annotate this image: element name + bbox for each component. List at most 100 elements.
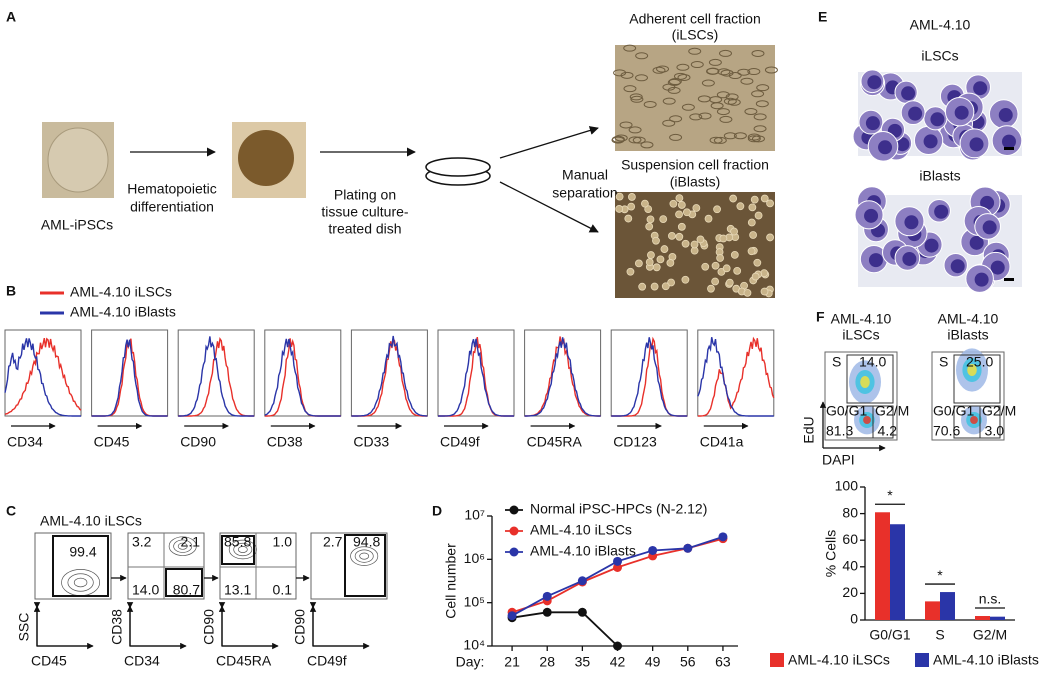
cell — [688, 47, 702, 55]
y-tick-label: 10⁶ — [464, 550, 485, 566]
y-axis-label: CD90 — [201, 609, 217, 645]
data-point — [577, 576, 587, 586]
plot-title: AML-4.10 — [938, 311, 999, 327]
cell — [753, 125, 767, 133]
cell — [641, 199, 649, 208]
dish — [425, 157, 491, 177]
cell — [711, 277, 720, 286]
x-tick-label: 21 — [504, 654, 520, 670]
gate — [846, 354, 894, 404]
cell — [716, 108, 730, 116]
cell — [733, 132, 747, 140]
label: Hematopoietic — [127, 181, 217, 197]
cell — [682, 208, 691, 217]
data-point — [577, 607, 587, 617]
label: Suspension cell fraction — [621, 157, 769, 173]
bar — [990, 616, 1005, 620]
nucleus — [934, 204, 949, 219]
cell — [630, 95, 644, 103]
gate-label: G0/G1 — [826, 403, 867, 419]
cell — [662, 97, 676, 105]
nucleus — [930, 112, 945, 127]
cell — [623, 44, 637, 52]
histogram-curve — [178, 337, 255, 417]
cell — [751, 90, 765, 98]
y-tick-label: 20 — [842, 584, 858, 600]
cell — [737, 68, 751, 76]
cell — [662, 119, 676, 127]
histogram-curve — [264, 338, 341, 417]
ipsc-colony — [47, 127, 109, 193]
x-tick-label: G2/M — [973, 627, 1007, 643]
embryoid-body — [238, 130, 294, 186]
cell — [640, 141, 654, 149]
cell — [635, 52, 649, 60]
cell — [634, 74, 648, 82]
cell — [611, 135, 625, 143]
cell — [698, 112, 712, 120]
gate — [221, 535, 255, 565]
cell — [727, 98, 741, 106]
contour — [67, 573, 94, 592]
nucleus — [895, 137, 910, 152]
x-tick-label: 63 — [715, 654, 731, 670]
nucleus — [923, 134, 938, 149]
x-tick-label: G0/G1 — [869, 627, 910, 643]
cell — [733, 266, 742, 275]
gate-value: 94.8 — [353, 534, 380, 550]
cell — [650, 282, 659, 291]
contour — [228, 539, 257, 560]
legend-label: AML-4.10 iBlasts — [933, 652, 1039, 668]
gate — [344, 534, 386, 597]
cell — [645, 222, 654, 231]
contour — [73, 577, 88, 588]
legend-label: AML-4.10 iBlasts — [530, 543, 636, 559]
gate-value: 99.4 — [69, 544, 96, 560]
nucleus — [865, 116, 880, 131]
bar — [940, 592, 955, 620]
contour — [177, 542, 188, 550]
label: separation — [552, 185, 617, 201]
cell — [755, 100, 769, 108]
gate — [979, 405, 1001, 439]
gate-value: 25.0 — [966, 354, 993, 370]
annotation: n.s. — [979, 591, 1002, 607]
gate-label: S — [832, 354, 841, 370]
series-line — [511, 611, 619, 647]
flow-plot — [219, 532, 297, 600]
gate-value: 70.6 — [933, 423, 960, 439]
nucleus — [990, 260, 1005, 275]
nucleus — [878, 140, 893, 155]
gate-value: 3.2 — [132, 534, 152, 550]
panel-a-graphics — [42, 45, 775, 298]
cell — [669, 115, 683, 123]
axis — [126, 602, 184, 647]
gate-label: G2/M — [875, 403, 909, 419]
histogram-curve — [611, 337, 688, 417]
label: differentiation — [130, 199, 214, 215]
nucleus — [904, 215, 919, 230]
gate-value: 14.0 — [132, 582, 159, 598]
histogram-frame — [697, 329, 775, 417]
cell — [766, 199, 774, 208]
cell — [701, 262, 710, 271]
cell — [751, 49, 765, 57]
nucleus — [908, 106, 923, 121]
data-point — [542, 607, 552, 617]
cell — [662, 83, 676, 91]
marker-label: CD38 — [267, 434, 303, 450]
x-axis-label: CD34 — [124, 653, 160, 669]
histogram-curve — [524, 336, 601, 417]
y-tick-label: 40 — [842, 558, 858, 574]
cell — [711, 261, 720, 270]
cell — [629, 93, 643, 101]
legend-marker — [509, 505, 519, 515]
arrow — [499, 126, 599, 159]
legend-label: AML-4.10 iLSCs — [788, 652, 890, 668]
cell — [634, 259, 643, 268]
gate-label: G0/G1 — [933, 403, 974, 419]
plot-title: iLSCs — [842, 327, 879, 343]
cell — [696, 235, 705, 244]
axis — [309, 602, 367, 647]
cell — [713, 205, 721, 214]
